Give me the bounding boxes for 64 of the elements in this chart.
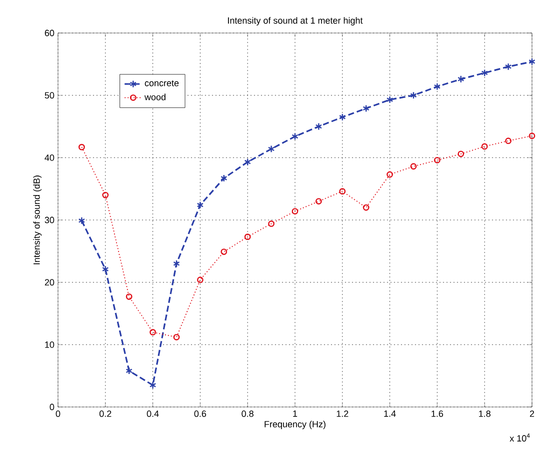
point [362,204,370,211]
point [126,367,132,375]
x-tick-label: 2 [530,410,534,417]
y-tick-label: 10 [45,341,54,348]
x-axis-title: Frequency (Hz) [264,420,326,430]
text: x 10$^{4}$ [510,434,530,442]
point [126,293,132,300]
point [339,188,346,195]
point [458,150,464,158]
point [149,381,156,389]
point [481,69,488,77]
point [434,156,440,164]
point [78,216,86,224]
x-tick-label: 0.4 [146,410,159,417]
point [362,104,370,112]
x-tick-label: 0 [56,410,60,417]
point [410,92,417,100]
x-tick-label: 1 [293,410,298,417]
x-tick-label: 1.2 [336,410,348,417]
point [316,198,322,204]
chart-title: Intensity of sound at 1 meter hight [228,17,363,26]
point [528,132,536,140]
point [315,122,322,130]
x-tick-label: 1.6 [432,410,444,417]
y-tick-label: 0 [50,404,54,410]
legend-label: concrete [144,80,179,86]
y-tick-label: 30 [44,216,54,224]
point [504,62,512,70]
point [386,171,393,178]
x-tick-label: 0.2 [99,410,112,417]
point [102,265,109,274]
point [268,145,275,153]
legend-label: wood [144,94,166,100]
point [173,260,180,268]
x-tick-label: 1.8 [479,410,490,417]
point [292,208,298,214]
point [481,143,488,150]
point [339,113,346,121]
point [197,276,204,284]
point [173,334,180,340]
point [505,138,512,144]
point [410,163,417,170]
point [528,58,536,66]
x-tick-label: 0.8 [242,410,254,417]
point [458,75,464,83]
point [220,174,228,182]
point [150,328,156,336]
x-tick-label: 0.6 [194,410,206,417]
y-tick-label: 60 [44,30,54,36]
point [102,192,109,198]
point [196,201,204,209]
point [268,220,274,227]
point [386,96,394,104]
y-tick-label: 20 [44,279,54,286]
y-axis-title: Intensity of sound (dB) [33,176,42,264]
y-tick-label: 50 [44,92,54,99]
point [292,132,298,140]
point [78,144,85,150]
point [244,158,251,166]
point [434,82,441,90]
y-tick-label: 40 [44,154,54,161]
x-tick-label: 1.4 [384,410,396,417]
point [220,248,228,255]
point [244,234,251,240]
